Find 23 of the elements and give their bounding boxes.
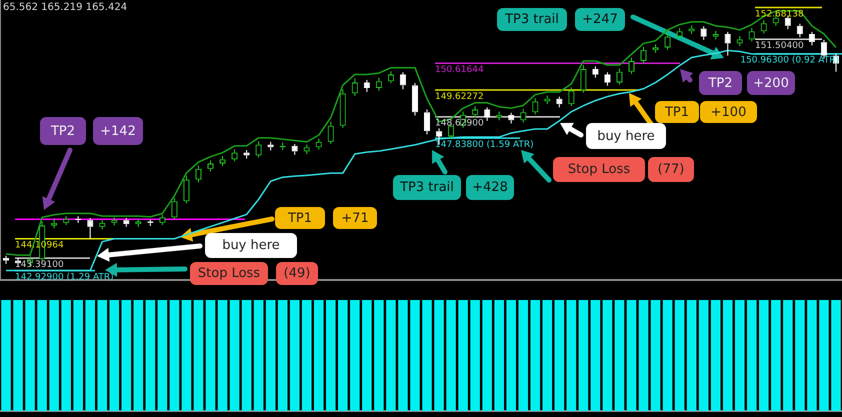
annotation: TP3 trail <box>393 175 461 200</box>
annotation: buy here <box>586 123 666 149</box>
ref-line-label: 150.61644 <box>435 65 484 76</box>
annotation: +100 <box>700 101 757 123</box>
annotation: +428 <box>466 175 514 200</box>
annotation: +142 <box>93 117 143 145</box>
ref-line-label: 151.50400 <box>755 41 804 52</box>
annotation: TP1 <box>655 101 699 123</box>
annotation: Stop Loss <box>553 157 645 182</box>
annotation: TP1 <box>275 207 325 229</box>
annotation: TP3 trail <box>497 8 567 31</box>
annotation: TP2 <box>699 71 742 95</box>
annotation: buy here <box>205 233 297 258</box>
annotation: +200 <box>747 71 795 95</box>
annotation: +71 <box>333 207 377 229</box>
annotation: (77) <box>648 157 694 182</box>
ref-line-label: 149.62272 <box>435 92 484 102</box>
annotation: Stop Loss <box>190 262 268 285</box>
annotation: TP2 <box>40 117 86 145</box>
annotation: 65.562 165.219 165.424 <box>2 0 128 14</box>
annotation: +247 <box>575 8 625 31</box>
ref-line-label: 147.83800 (1.59 ATR) <box>435 140 534 150</box>
annotation: (49) <box>276 262 318 285</box>
